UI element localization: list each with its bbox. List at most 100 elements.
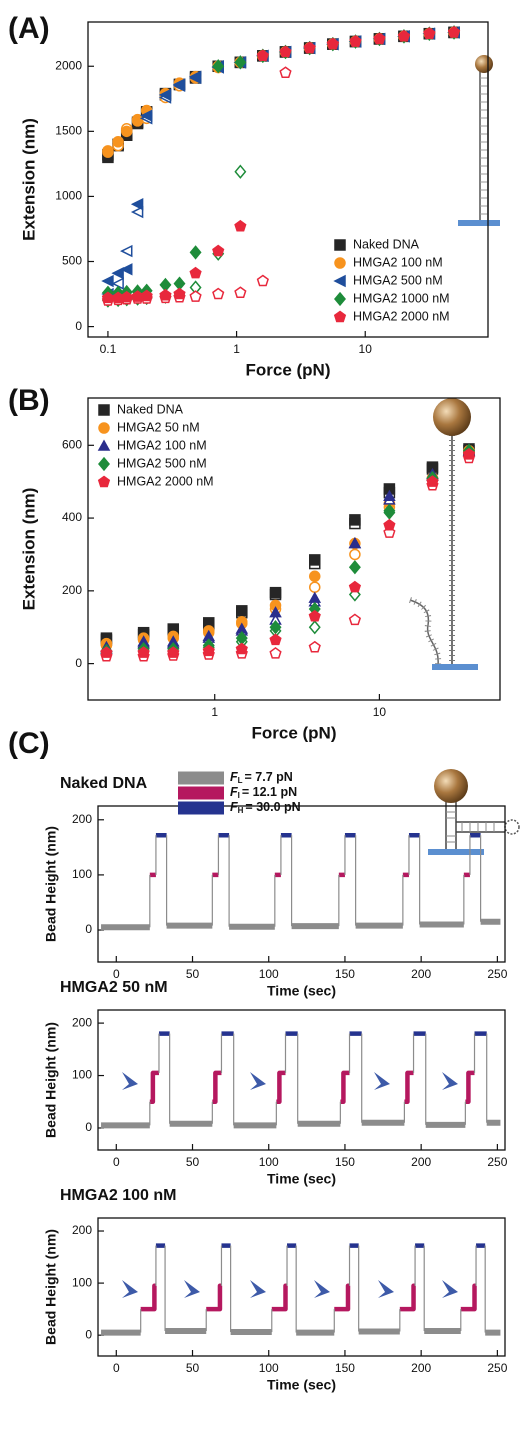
marker bbox=[256, 274, 269, 287]
y-tick-label: 0 bbox=[85, 1120, 92, 1134]
marker bbox=[397, 29, 411, 42]
marker bbox=[189, 266, 202, 279]
y-tick-label: 2000 bbox=[55, 58, 82, 72]
marker bbox=[269, 633, 282, 646]
legend-swatch bbox=[178, 771, 224, 785]
y-axis-title: Bead Height (nm) bbox=[43, 1022, 59, 1138]
y-tick-label: 100 bbox=[72, 1068, 92, 1082]
plot-frame bbox=[87, 397, 501, 701]
marker bbox=[279, 45, 292, 58]
arrowhead bbox=[122, 1072, 138, 1090]
x-tick-label: 50 bbox=[186, 1361, 200, 1375]
marker bbox=[111, 267, 124, 280]
x-axis-title: Time (sec) bbox=[267, 1171, 336, 1187]
x-tick-label: 250 bbox=[487, 1155, 507, 1169]
marker bbox=[269, 586, 282, 599]
y-tick-label: 0 bbox=[85, 922, 92, 936]
marker bbox=[120, 263, 133, 276]
x-tick-label: 250 bbox=[487, 1361, 507, 1375]
inset-a bbox=[458, 55, 500, 226]
marker bbox=[333, 310, 347, 323]
marker bbox=[462, 447, 476, 460]
marker bbox=[334, 257, 346, 269]
marker bbox=[189, 290, 202, 302]
marker bbox=[423, 27, 436, 39]
marker bbox=[333, 274, 346, 288]
x-tick-label: 100 bbox=[259, 1361, 279, 1375]
marker bbox=[349, 514, 361, 526]
legend-name: = 12.1 pN bbox=[242, 785, 297, 799]
x-tick-label: 150 bbox=[335, 1361, 355, 1375]
marker bbox=[234, 164, 247, 179]
arrowhead bbox=[374, 1072, 390, 1090]
x-axis-title: Time (sec) bbox=[267, 1377, 336, 1393]
x-axis-title: Force (pN) bbox=[246, 360, 331, 379]
arrowhead bbox=[122, 1280, 138, 1298]
marker bbox=[212, 244, 225, 257]
x-tick-label: 150 bbox=[335, 967, 355, 981]
y-tick-label: 0 bbox=[75, 319, 82, 333]
y-tick-label: 1000 bbox=[55, 189, 82, 203]
x-tick-label: 100 bbox=[259, 967, 279, 981]
marker bbox=[167, 646, 180, 658]
marker bbox=[139, 109, 153, 122]
y-tick-label: 200 bbox=[72, 812, 92, 826]
x-tick-label: 0 bbox=[113, 1155, 120, 1169]
chart-title: Naked DNA bbox=[60, 775, 148, 792]
x-tick-label: 200 bbox=[411, 1155, 431, 1169]
marker bbox=[303, 41, 316, 54]
marker bbox=[159, 288, 172, 301]
x-tick-label: 1 bbox=[211, 705, 218, 719]
marker bbox=[309, 581, 321, 593]
legend-label: HMGA2 2000 nM bbox=[117, 474, 214, 488]
marker bbox=[348, 580, 362, 593]
marker bbox=[131, 115, 144, 127]
chart-title: HMGA2 100 nM bbox=[60, 1187, 176, 1204]
marker bbox=[234, 55, 247, 70]
marker bbox=[383, 489, 396, 501]
x-tick-label: 1 bbox=[233, 342, 240, 356]
arrowhead bbox=[314, 1280, 330, 1298]
x-tick-label: 50 bbox=[186, 1155, 200, 1169]
marker bbox=[349, 548, 361, 561]
marker bbox=[308, 620, 321, 635]
plot-frame bbox=[97, 1009, 506, 1151]
trace bbox=[101, 918, 501, 931]
legend-symbol: F bbox=[230, 800, 238, 814]
arrowhead bbox=[184, 1280, 200, 1298]
marker bbox=[334, 291, 346, 307]
y-tick-label: 1500 bbox=[55, 124, 82, 138]
legend-symbol: F bbox=[230, 770, 238, 784]
y-axis-title: Extension (nm) bbox=[19, 118, 38, 241]
marker bbox=[98, 456, 110, 472]
marker bbox=[308, 591, 322, 603]
legend-swatch bbox=[178, 786, 224, 800]
marker bbox=[189, 245, 202, 260]
y-tick-label: 100 bbox=[72, 867, 92, 881]
legend-label: FH = 30.0 pN bbox=[230, 800, 301, 815]
legend-symbol: F bbox=[230, 785, 238, 799]
marker bbox=[334, 239, 346, 251]
legend-label: HMGA2 500 nM bbox=[353, 273, 443, 287]
plot-frame bbox=[97, 1217, 506, 1357]
marker bbox=[158, 88, 172, 102]
marker bbox=[100, 646, 113, 658]
trace bbox=[149, 1070, 475, 1105]
marker bbox=[309, 570, 321, 583]
marker bbox=[212, 59, 225, 74]
legend-label: HMGA2 500 nM bbox=[117, 456, 207, 470]
marker bbox=[279, 66, 292, 78]
legend-label: FL = 7.7 pN bbox=[230, 770, 293, 785]
marker bbox=[426, 475, 439, 487]
legend-name: = 7.7 pN bbox=[245, 770, 293, 784]
inset-b bbox=[408, 398, 478, 670]
x-tick-label: 100 bbox=[259, 1155, 279, 1169]
x-tick-label: 50 bbox=[186, 967, 200, 981]
legend-subscript: H bbox=[238, 806, 244, 815]
plot-frame bbox=[97, 805, 506, 963]
x-tick-label: 10 bbox=[359, 342, 373, 356]
marker bbox=[188, 70, 202, 83]
y-tick-label: 200 bbox=[72, 1015, 92, 1029]
x-tick-label: 250 bbox=[487, 967, 507, 981]
marker bbox=[120, 125, 133, 138]
